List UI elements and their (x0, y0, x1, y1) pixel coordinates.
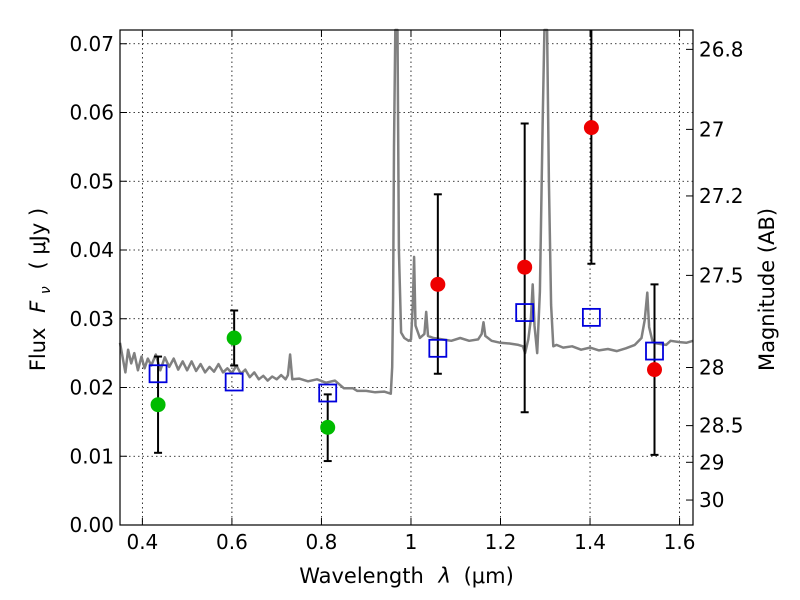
x-tick-label: 1 (405, 530, 418, 554)
y-axis-label-var: F (26, 300, 50, 313)
model-spectrum-line (118, 28, 694, 395)
photometry-point (583, 120, 599, 136)
x-tick-label: 0.8 (306, 530, 338, 554)
photometry-point (226, 330, 242, 346)
grid-lines (120, 30, 693, 526)
photometry-point (320, 419, 336, 435)
model-flux-square (645, 341, 664, 361)
y2-tick-label: 28 (699, 356, 724, 380)
y-axis-label-unit: ( μJy ) (26, 208, 50, 270)
model-flux-square (581, 307, 601, 327)
x-axis-label-prefix: Wavelength (299, 564, 424, 588)
x-tick-label: 0.6 (216, 530, 248, 554)
y-tick-label: 0.01 (69, 444, 114, 468)
data-points (148, 120, 664, 435)
y2-tick-label: 26.8 (699, 37, 744, 61)
plot-frame (119, 29, 694, 526)
y-axis-label: Flux F ν ( μJy ) (26, 208, 55, 371)
x-tick-label: 0.4 (126, 530, 158, 554)
y-axis-label-prefix: Flux (26, 328, 50, 372)
y2-tick-label: 27.5 (699, 263, 744, 287)
y2-tick-label: 27 (699, 117, 724, 141)
photometry-point (647, 362, 663, 378)
spectrum-layer (118, 28, 694, 395)
x-tick-label: 1.4 (574, 530, 606, 554)
x-tick-label: 1.2 (485, 530, 517, 554)
y-tick-label: 0.03 (69, 307, 114, 331)
axis-ticks: 0.4 0.6 0.8 1 1.2 1.4 1.6 0.00 0.01 0.02 0.03 0.04 0… (69, 30, 744, 554)
y2-tick-label: 27.2 (699, 184, 744, 208)
x-axis-label: Wavelength λ (μm) (299, 564, 514, 588)
photometry-point (430, 276, 446, 292)
model-flux-square (148, 364, 168, 384)
secondary-y-axis-label: Magnitude (AB) (755, 208, 779, 371)
model-flux-square (318, 383, 338, 403)
model-flux-square (428, 338, 448, 358)
x-axis-label-var: λ (437, 564, 450, 588)
y-axis-label-sub: ν (38, 286, 54, 294)
photometry-point (150, 397, 166, 413)
y2-tick-label: 29 (699, 450, 724, 474)
y-tick-label: 0.02 (69, 376, 114, 400)
x-tick-label: 1.6 (664, 530, 696, 554)
error-bars (154, 30, 659, 463)
model-flux-square (515, 303, 535, 322)
model-flux-square (224, 372, 244, 392)
y-tick-label: 0.06 (69, 101, 114, 125)
y-tick-label: 0.00 (69, 513, 114, 537)
y2-tick-label: 30 (699, 488, 724, 512)
y-tick-label: 0.05 (69, 169, 114, 193)
y-tick-label: 0.07 (69, 32, 114, 56)
y2-tick-label: 28.5 (699, 414, 744, 438)
photometry-point (517, 259, 533, 275)
x-axis-label-unit: (μm) (464, 564, 514, 588)
y-tick-label: 0.04 (69, 238, 114, 262)
